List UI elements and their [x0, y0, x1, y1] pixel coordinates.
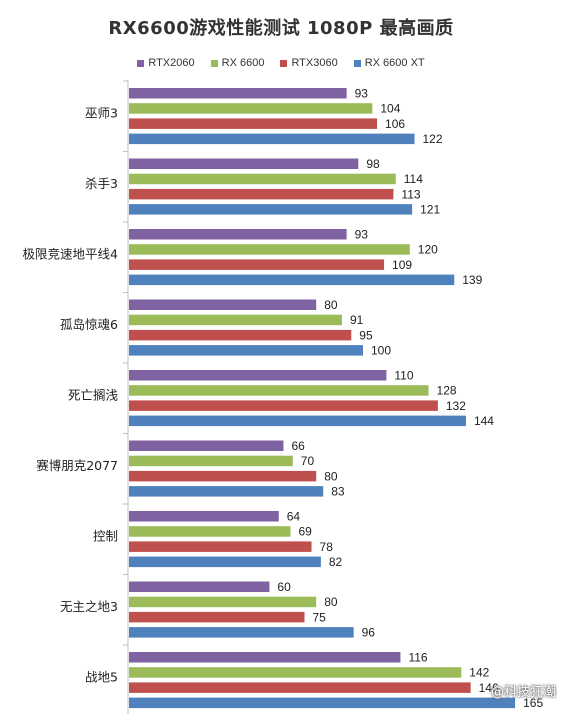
data-label: 78 — [320, 540, 334, 554]
data-label: 142 — [469, 666, 489, 680]
bar — [129, 204, 413, 215]
bar — [129, 229, 347, 240]
bar — [129, 667, 462, 678]
data-label: 93 — [355, 228, 369, 242]
bar — [129, 697, 516, 709]
data-label: 106 — [385, 117, 405, 131]
category-label: 极限竞速地平线4 — [23, 246, 119, 261]
category-label: 巫师3 — [85, 105, 118, 120]
data-label: 113 — [401, 187, 420, 201]
bar — [129, 88, 347, 99]
data-label: 132 — [446, 399, 466, 413]
data-label: 139 — [462, 273, 482, 287]
bar — [129, 370, 387, 381]
data-label: 100 — [371, 344, 391, 358]
bar — [129, 455, 293, 467]
bar — [129, 556, 321, 568]
chart-legend: RTX2060 RX 6600 RTX3060 RX 6600 XT — [0, 57, 562, 69]
bar — [129, 400, 438, 411]
legend-label: RTX2060 — [148, 57, 195, 69]
legend-label: RX 6600 — [221, 57, 265, 69]
bar — [129, 133, 415, 145]
data-label: 122 — [422, 132, 442, 146]
bar — [129, 415, 466, 427]
data-label: 80 — [324, 595, 338, 609]
data-label: 75 — [313, 610, 327, 624]
data-label: 69 — [298, 525, 312, 539]
data-label: 128 — [437, 384, 457, 398]
data-label: 91 — [350, 313, 364, 327]
bar — [129, 486, 324, 497]
bar — [129, 385, 429, 396]
legend-swatch — [353, 59, 361, 67]
watermark: @科技狂潮 — [490, 685, 556, 700]
legend-label: RTX3060 — [291, 57, 338, 69]
bar — [129, 173, 396, 185]
category-label: 无主之地3 — [60, 599, 118, 614]
data-label: 109 — [392, 258, 412, 272]
legend-swatch — [210, 59, 218, 67]
data-label: 96 — [362, 626, 376, 640]
data-label: 144 — [474, 414, 494, 428]
category-label: 控制 — [93, 528, 118, 543]
bar — [129, 581, 270, 592]
data-label: 80 — [324, 298, 338, 312]
bar — [129, 526, 291, 537]
legend-swatch — [280, 59, 288, 67]
data-label: 83 — [331, 485, 345, 499]
data-label: 146 — [479, 681, 499, 695]
category-label: 赛博朋克2077 — [36, 458, 118, 473]
legend-item: RX 6600 XT — [353, 57, 425, 69]
bar — [129, 345, 363, 356]
data-label: 110 — [394, 369, 413, 383]
bar — [129, 329, 352, 341]
data-label: 95 — [359, 328, 373, 342]
bar — [129, 244, 410, 255]
data-label: 121 — [420, 203, 440, 217]
bar — [129, 541, 312, 552]
bar — [129, 511, 279, 522]
category-label: 战地5 — [85, 669, 118, 684]
bar — [129, 611, 305, 623]
category-label: 孤岛惊魂6 — [60, 317, 118, 332]
legend-item: RTX2060 — [137, 57, 195, 69]
bar — [129, 682, 471, 693]
data-label: 66 — [291, 439, 305, 453]
bar — [129, 118, 378, 129]
data-label: 104 — [380, 102, 400, 116]
category-label: 死亡搁浅 — [68, 387, 118, 402]
data-label: 120 — [418, 243, 438, 257]
legend-item: RX 6600 — [210, 57, 265, 69]
bar — [129, 188, 394, 200]
bar — [129, 627, 354, 638]
data-label: 70 — [301, 454, 315, 468]
data-label: 165 — [523, 696, 543, 710]
data-label: 116 — [408, 651, 427, 665]
bar — [129, 299, 317, 310]
data-label: 80 — [324, 469, 338, 483]
bar — [129, 274, 455, 286]
bar — [129, 596, 317, 608]
data-label: 93 — [355, 87, 369, 101]
bar — [129, 470, 317, 482]
bar — [129, 103, 373, 114]
data-label: 60 — [277, 580, 291, 594]
bar — [129, 158, 359, 169]
category-label: 杀手3 — [85, 176, 118, 191]
bar — [129, 652, 401, 663]
legend-item: RTX3060 — [280, 57, 338, 69]
data-label: 98 — [366, 157, 380, 171]
data-label: 64 — [287, 510, 301, 524]
bar — [129, 314, 342, 326]
bar — [129, 259, 385, 270]
legend-label: RX 6600 XT — [364, 57, 425, 69]
chart-title: RX6600游戏性能测试 1080P 最高画质 — [108, 18, 454, 39]
data-label: 82 — [329, 555, 343, 569]
data-label: 114 — [404, 172, 423, 186]
legend-swatch — [137, 59, 145, 67]
bar — [129, 440, 284, 451]
